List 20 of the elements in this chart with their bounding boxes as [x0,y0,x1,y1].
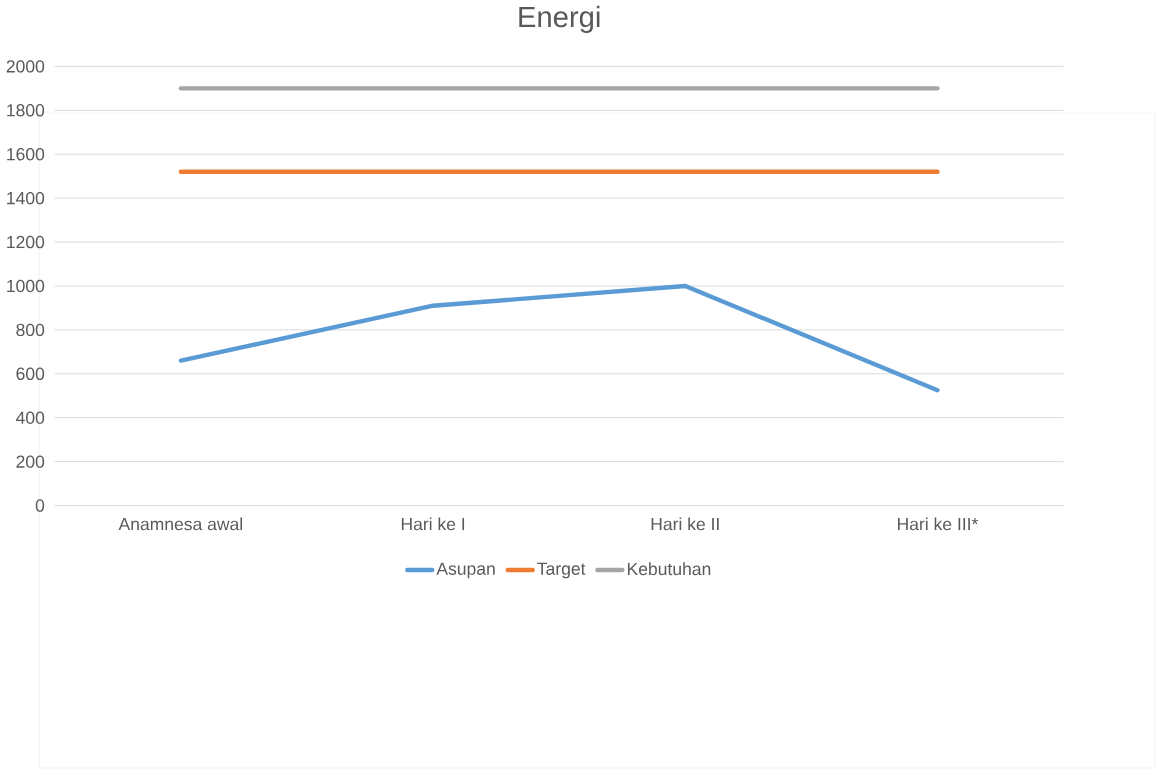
y-tick-label: 2000 [6,60,45,73]
x-tick-label: Anamnesa awal [118,517,243,531]
x-tick-label: Hari ke I [401,517,465,531]
y-tick-label: 1000 [7,279,45,293]
x-tick-label: Hari ke III* [897,517,979,531]
y-tick-label: 0 [35,499,45,512]
y-tick-label: 200 [16,455,45,468]
y-tick-label: 800 [16,323,45,337]
x-tick-label: Hari ke II [651,517,719,531]
legend-label: Target [537,562,586,579]
line-series [178,283,940,393]
y-tick-label: 1600 [7,147,45,161]
y-tick-label: 1200 [7,235,45,249]
y-tick-label: 600 [16,367,45,380]
y-tick-label: 400 [16,411,45,424]
legend-label: Asupan [436,562,495,579]
y-tick-label: 1400 [7,191,45,205]
y-tick-label: 1800 [7,104,45,117]
legend-label: Kebutuhan [627,562,711,576]
chart-title: Energi [519,5,600,34]
